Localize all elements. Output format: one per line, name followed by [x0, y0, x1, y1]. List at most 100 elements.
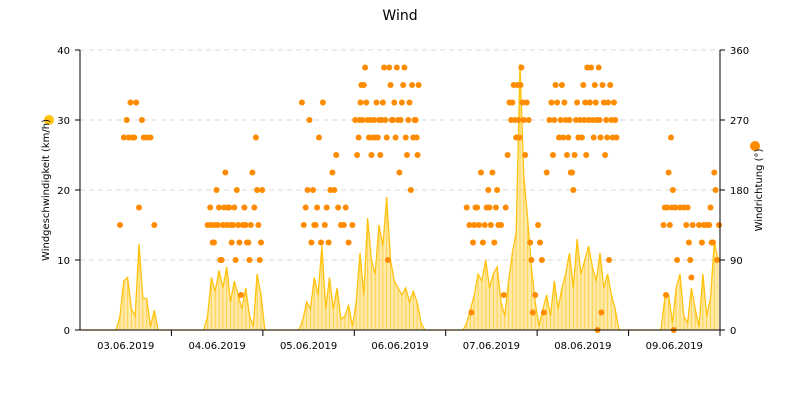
- axes: 0 10 20 30 40 0 90 180 270 360 03.06.2019 04.06.201…: [57, 46, 749, 352]
- direction-point: [706, 222, 713, 228]
- direction-point: [207, 204, 214, 211]
- direction-point: [528, 257, 535, 263]
- direction-point: [213, 187, 220, 193]
- direction-point: [689, 222, 696, 228]
- direction-point: [599, 82, 606, 88]
- direction-point: [597, 134, 604, 141]
- grid: [80, 49, 720, 261]
- direction-point: [359, 117, 366, 123]
- direction-point: [412, 117, 419, 123]
- direction-point: [672, 204, 679, 211]
- legend-direction-marker[interactable]: [750, 141, 760, 151]
- direction-point: [302, 204, 309, 211]
- direction-point: [476, 222, 482, 228]
- direction-point: [491, 239, 498, 246]
- direction-point: [413, 134, 420, 141]
- direction-point: [596, 117, 603, 123]
- direction-point: [595, 64, 602, 71]
- direction-point: [335, 204, 342, 211]
- direction-point: [251, 204, 258, 211]
- direction-point: [607, 82, 614, 88]
- y-left-tick-label: 30: [57, 116, 70, 127]
- direction-point: [120, 134, 127, 141]
- direction-point: [580, 82, 587, 88]
- direction-point: [518, 64, 525, 71]
- direction-point: [696, 222, 702, 228]
- direction-point: [479, 239, 486, 246]
- x-tick-label: 08.06.2019: [554, 341, 611, 352]
- direction-point: [308, 239, 315, 246]
- direction-point: [211, 239, 217, 246]
- direction-point: [698, 239, 705, 246]
- direction-point: [349, 222, 356, 228]
- direction-point: [716, 222, 722, 228]
- direction-point: [684, 204, 691, 211]
- direction-point: [352, 117, 359, 123]
- direction-point: [550, 152, 556, 158]
- direction-point: [529, 309, 536, 316]
- direction-point: [409, 82, 416, 88]
- direction-point: [571, 152, 578, 158]
- y-left-tick-label: 40: [57, 46, 70, 57]
- direction-point: [406, 99, 413, 106]
- direction-point: [235, 222, 242, 228]
- y-axis-left-label: Windgeschwindigkeit (km/h): [41, 119, 52, 261]
- direction-point: [470, 239, 476, 246]
- direction-point: [586, 99, 593, 106]
- direction-point: [325, 239, 332, 246]
- direction-point: [687, 257, 694, 263]
- direction-point: [405, 117, 412, 123]
- direction-point: [245, 239, 252, 246]
- direction-point: [498, 222, 504, 228]
- direction-point: [572, 117, 579, 123]
- direction-point: [368, 152, 375, 158]
- direction-point: [397, 117, 404, 123]
- direction-point: [398, 99, 405, 106]
- y-right-tick-label: 0: [730, 326, 736, 337]
- direction-point: [565, 134, 572, 141]
- direction-point: [522, 152, 529, 158]
- direction-point: [123, 117, 130, 123]
- direction-point: [310, 187, 316, 193]
- direction-point: [714, 257, 721, 263]
- direction-point: [390, 117, 396, 123]
- direction-point: [669, 187, 676, 193]
- direction-point: [131, 134, 138, 141]
- y-right-tick-label: 90: [730, 256, 743, 267]
- direction-point: [222, 169, 229, 176]
- direction-point: [354, 152, 361, 158]
- direction-point: [401, 64, 408, 71]
- legend-speed-marker[interactable]: [44, 115, 54, 125]
- direction-point: [396, 169, 403, 176]
- direction-point: [481, 222, 488, 228]
- direction-point: [404, 152, 410, 158]
- direction-point: [259, 187, 266, 193]
- y-right-tick-label: 180: [730, 186, 749, 197]
- direction-point: [117, 222, 123, 228]
- x-tick-label: 09.06.2019: [646, 341, 703, 352]
- direction-point: [319, 99, 326, 106]
- direction-point: [707, 204, 714, 211]
- direction-point: [668, 134, 674, 141]
- direction-point: [133, 99, 140, 106]
- x-tick-label: 07.06.2019: [463, 341, 520, 352]
- direction-point: [592, 99, 599, 106]
- direction-point: [246, 257, 253, 263]
- direction-point: [487, 222, 494, 228]
- direction-point: [471, 222, 478, 228]
- y-right-tick-label: 360: [730, 46, 749, 57]
- direction-point: [551, 117, 558, 123]
- direction-point: [362, 64, 369, 71]
- direction-point: [228, 239, 235, 246]
- direction-point: [373, 99, 380, 106]
- chart-title: Wind: [382, 8, 417, 24]
- direction-point: [600, 99, 607, 106]
- direction-point: [520, 117, 527, 123]
- direction-point: [466, 222, 473, 228]
- direction-point: [386, 64, 393, 71]
- direction-point: [574, 99, 581, 106]
- y-left-tick-label: 0: [64, 326, 70, 337]
- y-axis-right-label: Windrichtung (°): [754, 149, 765, 232]
- direction-point: [515, 117, 522, 123]
- direction-point: [147, 134, 154, 141]
